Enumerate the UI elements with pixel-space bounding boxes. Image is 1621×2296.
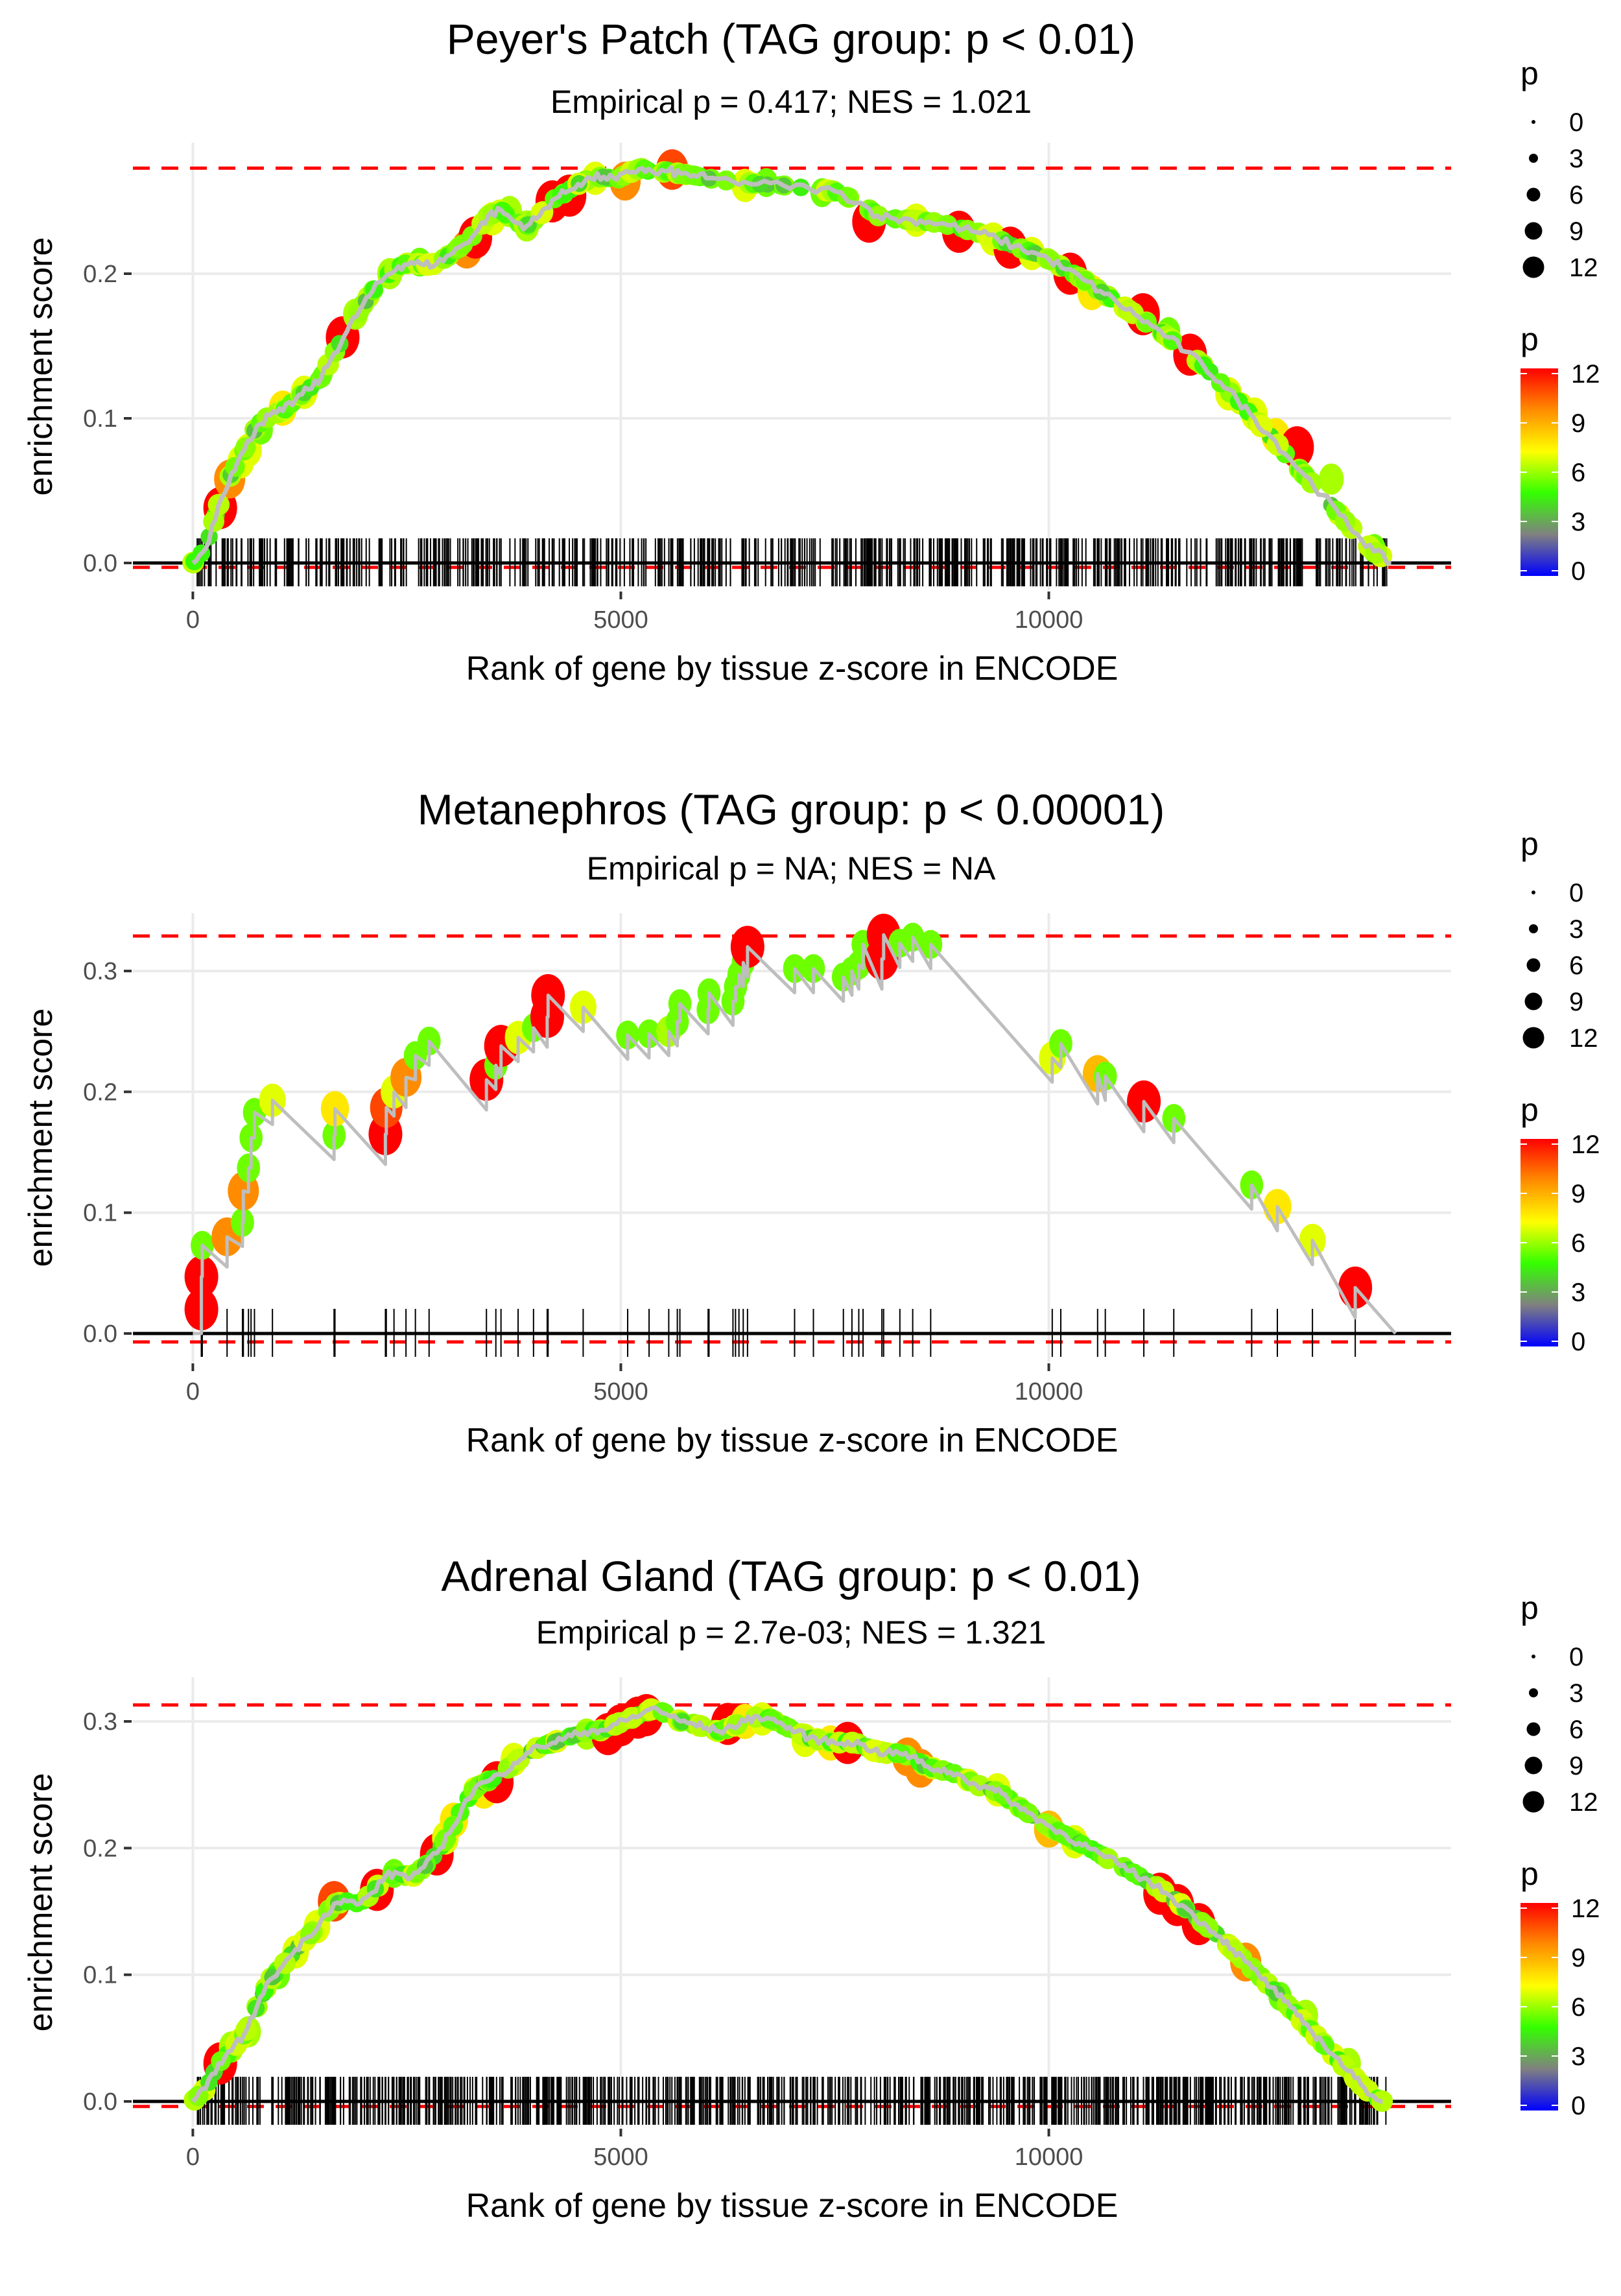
- size-legend-label: 0: [1569, 1643, 1583, 1671]
- chart-subtitle: Empirical p = 0.417; NES = 1.021: [550, 84, 1032, 120]
- y-tick-label: 0.0: [83, 1321, 117, 1348]
- panel-peyers-patch: Peyer's Patch (TAG group: p < 0.01) Empi…: [0, 0, 1621, 765]
- color-legend-label: 9: [1571, 1944, 1585, 1972]
- size-legend-title: p: [1520, 826, 1539, 862]
- color-legend-label: 0: [1571, 1328, 1585, 1356]
- size-legend-key: [1526, 1722, 1541, 1736]
- plot-svg: 0.0 0.1 0.2 0.3 0 5000 10000 Rank of gene by ti…: [22, 826, 1600, 1459]
- chart-title: Metanephros (TAG group: p < 0.00001): [417, 785, 1165, 833]
- size-legend-label: 12: [1569, 1788, 1598, 1817]
- size-legend-key: [1522, 256, 1544, 278]
- x-tick-label: 0: [186, 606, 200, 634]
- size-legend-key: [1522, 1027, 1544, 1049]
- x-tick-label: 0: [186, 2144, 200, 2171]
- x-tick-label: 0: [186, 1378, 200, 1405]
- size-legend-key: [1524, 1756, 1543, 1775]
- color-legend-label: 3: [1571, 1278, 1585, 1307]
- color-legend-title: p: [1520, 321, 1539, 357]
- size-legend-label: 6: [1569, 1716, 1583, 1744]
- color-legend-label: 0: [1571, 557, 1585, 586]
- y-tick-label: 0.0: [83, 2088, 117, 2116]
- x-tick-label: 10000: [1015, 1378, 1083, 1405]
- color-legend-label: 12: [1571, 360, 1600, 389]
- size-legend-label: 9: [1569, 988, 1583, 1016]
- size-legend-key: [1526, 187, 1541, 202]
- color-legend-label: 6: [1571, 459, 1585, 487]
- color-legend-label: 12: [1571, 1895, 1600, 1923]
- size-legend-title: p: [1520, 55, 1539, 91]
- size-legend-key: [1524, 992, 1543, 1010]
- x-tick-label: 5000: [593, 1378, 648, 1405]
- y-tick-label: 0.3: [83, 1708, 117, 1736]
- size-legend-label: 9: [1569, 1752, 1583, 1780]
- plot-svg: 0.0 0.1 0.2 0 5000 10000 Rank of gene by tissu…: [22, 55, 1600, 688]
- y-tick-label: 0.0: [83, 550, 117, 577]
- size-legend-label: 6: [1569, 181, 1583, 209]
- hit-points: [183, 1693, 1393, 2112]
- color-legend-label: 12: [1571, 1130, 1600, 1159]
- x-tick-label: 5000: [593, 606, 648, 634]
- size-legend-label: 3: [1569, 915, 1583, 944]
- y-tick-label: 0.2: [83, 1835, 117, 1862]
- size-legend-key: [1532, 891, 1535, 894]
- size-legend-key: [1522, 1791, 1544, 1813]
- color-legend-label: 9: [1571, 409, 1585, 438]
- y-tick-label: 0.3: [83, 958, 117, 985]
- x-tick-label: 10000: [1015, 2144, 1083, 2171]
- x-axis-title: Rank of gene by tissue z-score in ENCODE: [466, 650, 1118, 688]
- color-legend-label: 3: [1571, 2042, 1585, 2071]
- color-legend-title: p: [1520, 1092, 1539, 1128]
- enrichment-curve: [193, 933, 1397, 1335]
- size-legend-key: [1524, 222, 1543, 240]
- size-legend-key: [1526, 958, 1541, 972]
- x-axis-title: Rank of gene by tissue z-score in ENCODE: [466, 2187, 1118, 2225]
- color-legend-label: 6: [1571, 1993, 1585, 2022]
- y-tick-label: 0.1: [83, 405, 117, 433]
- size-legend-key: [1532, 120, 1535, 124]
- chart-title: Adrenal Gland (TAG group: p < 0.01): [441, 1552, 1141, 1600]
- panel-adrenal-gland: Adrenal Gland (TAG group: p < 0.01) Empi…: [0, 1531, 1621, 2296]
- size-legend-label: 3: [1569, 145, 1583, 173]
- size-legend-key: [1529, 1688, 1538, 1697]
- y-axis-title: enrichment score: [22, 1009, 60, 1267]
- enrichment-curve: [191, 165, 1391, 566]
- size-legend-key: [1529, 924, 1538, 933]
- x-tick-label: 10000: [1015, 606, 1083, 634]
- size-legend-label: 12: [1569, 1024, 1598, 1053]
- y-tick-label: 0.2: [83, 261, 117, 288]
- size-legend-label: 3: [1569, 1679, 1583, 1708]
- x-axis-title: Rank of gene by tissue z-score in ENCODE: [466, 1422, 1118, 1459]
- size-legend-title: p: [1520, 1590, 1539, 1626]
- y-tick-label: 0.1: [83, 1200, 117, 1227]
- chart-title: Peyer's Patch (TAG group: p < 0.01): [446, 15, 1136, 63]
- chart-subtitle: Empirical p = NA; NES = NA: [586, 850, 996, 887]
- plot-svg: 0.0 0.1 0.2 0.3 0 5000 10000 Rank of gene by ti…: [22, 1590, 1600, 2225]
- size-legend-label: 0: [1569, 879, 1583, 907]
- color-legend-label: 0: [1571, 2092, 1585, 2120]
- size-legend-key: [1529, 154, 1538, 163]
- chart-subtitle: Empirical p = 2.7e-03; NES = 1.321: [536, 1614, 1047, 1651]
- y-tick-label: 0.1: [83, 1962, 117, 1989]
- hit-point: [1318, 463, 1344, 495]
- hit-points: [182, 149, 1393, 574]
- size-legend-label: 9: [1569, 217, 1583, 246]
- size-legend-label: 0: [1569, 108, 1583, 137]
- color-legend-label: 9: [1571, 1180, 1585, 1208]
- size-legend-label: 6: [1569, 951, 1583, 980]
- x-tick-label: 5000: [593, 2144, 648, 2171]
- color-legend-label: 6: [1571, 1229, 1585, 1258]
- y-tick-label: 0.2: [83, 1079, 117, 1106]
- y-axis-title: enrichment score: [22, 237, 60, 496]
- color-legend-title: p: [1520, 1856, 1539, 1892]
- y-axis-title: enrichment score: [22, 1773, 60, 2032]
- panel-metanephros: Metanephros (TAG group: p < 0.00001) Emp…: [0, 765, 1621, 1531]
- size-legend-key: [1532, 1655, 1535, 1658]
- size-legend-label: 12: [1569, 254, 1598, 282]
- color-legend-label: 3: [1571, 508, 1585, 536]
- enrichment-curve: [191, 1705, 1383, 2104]
